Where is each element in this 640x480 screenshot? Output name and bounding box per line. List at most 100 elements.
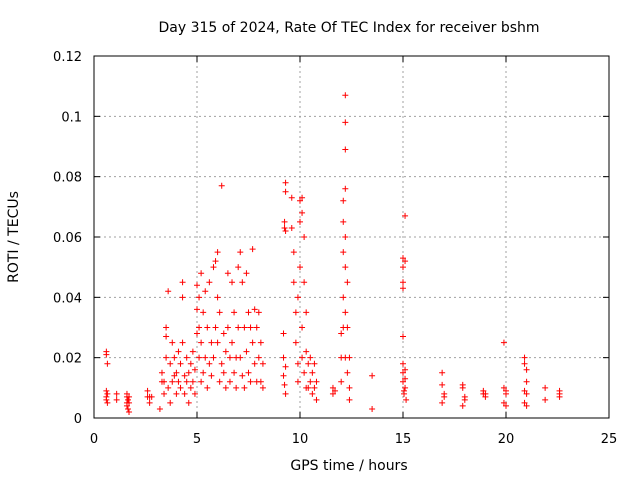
y-tick-label: 0.02: [53, 352, 82, 367]
data-point: [187, 360, 194, 367]
data-point: [439, 369, 446, 376]
data-point: [309, 369, 316, 376]
y-tick-label: 0.04: [53, 291, 82, 306]
data-point: [400, 360, 406, 367]
data-point: [311, 360, 318, 367]
y-tick-label: 0.12: [53, 50, 82, 65]
data-point: [181, 390, 188, 397]
data-point: [299, 194, 306, 201]
data-point: [243, 348, 250, 355]
data-point: [241, 384, 248, 391]
data-point: [224, 324, 231, 331]
data-point: [171, 372, 178, 379]
data-point: [245, 369, 252, 376]
data-point: [183, 354, 190, 361]
data-point: [523, 378, 530, 385]
data-point: [169, 339, 176, 346]
data-point: [206, 360, 213, 367]
data-point: [313, 378, 320, 385]
data-point: [233, 384, 240, 391]
data-point: [194, 282, 200, 289]
data-point: [249, 339, 256, 346]
data-point: [202, 354, 209, 361]
data-point: [208, 372, 215, 379]
data-point: [521, 387, 528, 394]
data-point: [290, 249, 297, 256]
data-point: [521, 360, 528, 367]
data-point: [173, 369, 180, 376]
data-point: [222, 384, 229, 391]
data-point: [280, 330, 287, 337]
data-point: [542, 396, 549, 403]
data-point: [459, 384, 466, 391]
data-point: [179, 294, 186, 301]
data-point: [196, 294, 203, 301]
data-point: [342, 119, 349, 126]
data-point: [200, 309, 207, 316]
data-point: [400, 279, 406, 286]
data-point: [206, 279, 213, 286]
x-tick-label: 0: [90, 432, 98, 447]
x-tick-label: 20: [498, 432, 515, 447]
data-point: [461, 396, 468, 403]
data-point: [202, 288, 209, 295]
data-point: [439, 399, 446, 406]
data-point: [340, 218, 347, 225]
data-point: [156, 405, 163, 412]
data-point: [103, 396, 110, 403]
data-point: [208, 339, 215, 346]
data-point: [253, 324, 260, 331]
data-point: [231, 309, 238, 316]
data-point: [226, 378, 233, 385]
data-point: [307, 378, 314, 385]
data-point: [255, 309, 262, 316]
data-point: [400, 285, 406, 292]
x-tick-label: 15: [395, 432, 412, 447]
data-point: [402, 366, 409, 373]
data-point: [311, 384, 318, 391]
data-point: [239, 372, 246, 379]
data-point: [113, 390, 120, 397]
data-point: [542, 384, 549, 391]
data-point: [161, 378, 168, 385]
data-point: [523, 366, 530, 373]
x-tick-label: 5: [193, 432, 201, 447]
chart-title: Day 315 of 2024, Rate Of TEC Index for r…: [158, 20, 539, 36]
data-point: [344, 369, 351, 376]
data-point: [344, 324, 351, 331]
data-point: [235, 324, 242, 331]
data-point: [346, 354, 353, 361]
data-point: [247, 324, 254, 331]
data-point: [441, 393, 448, 400]
data-point: [185, 369, 192, 376]
data-point: [104, 399, 111, 406]
data-point: [329, 384, 336, 391]
data-point: [401, 387, 408, 394]
data-point: [309, 390, 316, 397]
y-tick-label: 0.1: [61, 110, 82, 125]
data-points: [103, 92, 563, 415]
data-point: [281, 218, 288, 225]
data-point: [369, 372, 376, 379]
data-point: [247, 378, 254, 385]
data-point: [301, 279, 308, 286]
data-point: [226, 354, 233, 361]
data-point: [214, 294, 221, 301]
data-point: [204, 384, 211, 391]
data-point: [189, 348, 196, 355]
data-point: [305, 384, 312, 391]
data-point: [189, 378, 196, 385]
x-tick-label: 25: [601, 432, 618, 447]
data-point: [237, 354, 244, 361]
data-point: [245, 309, 252, 316]
data-point: [259, 360, 266, 367]
data-point: [288, 194, 295, 201]
data-point: [239, 279, 246, 286]
data-point: [303, 309, 310, 316]
data-point: [299, 354, 306, 361]
data-point: [521, 399, 528, 406]
data-point: [103, 387, 110, 394]
data-point: [194, 330, 200, 337]
data-point: [282, 188, 289, 195]
data-point: [523, 390, 530, 397]
